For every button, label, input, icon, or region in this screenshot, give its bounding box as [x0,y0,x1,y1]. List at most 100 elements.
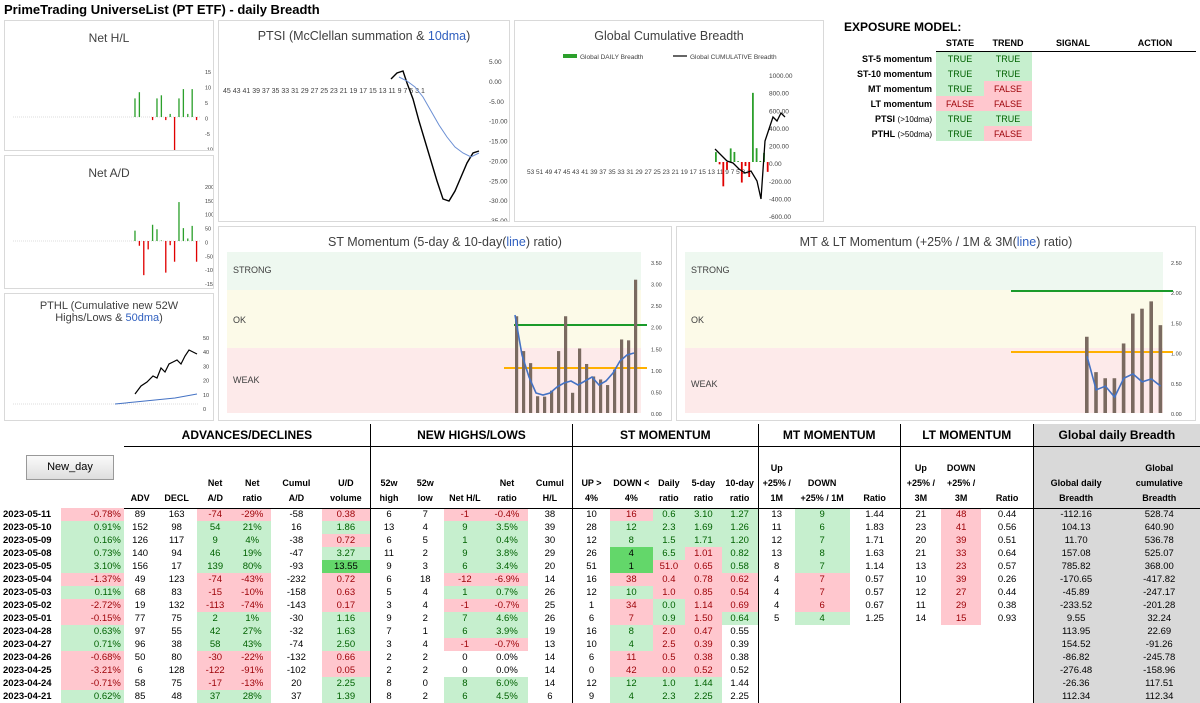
value-cell: 2 [407,664,444,677]
value-cell: 16 [610,508,653,521]
value-cell: 3 [370,638,407,651]
value-cell: 4 [795,612,850,625]
value-cell: 14 [528,677,573,690]
y-tick-label: 30 [203,364,209,370]
hl-bar [134,98,135,117]
new-day-button[interactable]: New_day [26,455,114,480]
value-cell: 0.5 [653,651,685,664]
value-cell: 6 [572,612,610,625]
exposure-table: STATE TREND SIGNAL ACTION ST-5 momentum … [838,36,1196,141]
change-cell: -0.71% [61,677,124,690]
group-header: ST MOMENTUM [572,424,758,446]
value-cell: 26 [528,586,573,599]
value-cell: 4 [758,599,795,612]
value-cell: 26 [572,547,610,560]
value-cell: 0.72 [322,573,371,586]
zone-label: STRONG [233,265,272,275]
st-momentum-plot: STRONGOKWEAK3.503.002.502.001.501.000.50… [219,227,672,421]
state-header: STATE [936,36,984,51]
value-cell: -247.17 [1119,586,1200,599]
exposure-label-sub: (>50dma) [898,130,932,139]
value-cell: 0.0 [653,664,685,677]
y-tick-label: 10 [205,86,211,92]
value-cell [981,638,1033,651]
value-cell: 2 [407,690,444,703]
column-header: DOWN +25% / 3M [941,446,982,508]
value-cell [941,625,982,638]
mt-bar [1149,301,1153,413]
hl-bar [161,95,162,117]
value-cell: 0.55 [722,625,759,638]
value-cell: 4% [233,534,271,547]
exposure-model: EXPOSURE MODEL: STATE TREND SIGNAL ACTIO… [838,20,1200,141]
value-cell: 9 [795,508,850,521]
y-tick-label: 2.50 [651,304,662,310]
ad-bar [170,241,171,245]
x-tick-labels: 53 51 49 47 45 43 41 39 37 35 33 31 29 2… [527,169,751,176]
mlt-momentum-chart: MT & LT Momentum (+25% / 1M & 3M(line) r… [676,226,1196,421]
value-cell: 21% [233,521,271,534]
y-tick-label: 100 [205,213,214,219]
trend-cell: FALSE [984,81,1032,96]
value-cell: -201.28 [1119,599,1200,612]
value-cell: 75 [156,677,197,690]
value-cell: 11 [900,599,941,612]
value-cell [795,677,850,690]
y-tick-label: 2.50 [1171,261,1182,267]
value-cell: 112.34 [1033,690,1118,703]
value-cell: -38 [271,534,322,547]
value-cell: 18 [407,573,444,586]
exposure-label-text: ST-5 momentum [862,54,932,64]
value-cell: 0.9 [653,612,685,625]
value-cell: 2.3 [653,690,685,703]
value-cell: -0.7% [486,599,528,612]
y-tick-label: 40 [203,350,209,356]
daily-bar [745,162,747,166]
value-cell: 38 [528,508,573,521]
y-tick-label: -20.00 [489,158,508,165]
value-cell: -232 [271,573,322,586]
value-cell: 75 [156,612,197,625]
page-title: PrimeTrading UniverseList (PT ETF) - dai… [4,2,320,17]
value-cell: 117 [156,534,197,547]
value-cell: 16 [271,521,322,534]
change-cell: 0.71% [61,638,124,651]
value-cell [981,664,1033,677]
signal-cell [1032,126,1114,141]
value-cell: 80 [156,651,197,664]
pthl-line [135,350,197,394]
value-cell: 33 [941,547,982,560]
value-cell: 4 [610,690,653,703]
value-cell: 0.38 [685,651,722,664]
value-cell: 0.44 [981,508,1033,521]
exposure-label: PTHL (>50dma) [838,126,936,141]
group-header: Global daily Breadth [1033,424,1200,446]
date-cell: 2023-05-04 [0,573,61,586]
five-day-bar [613,370,616,413]
value-cell: 7 [795,560,850,573]
value-cell: 785.82 [1033,560,1118,573]
five-day-bar [571,393,574,413]
value-cell: 6 [124,664,156,677]
five-day-bar [550,391,553,413]
value-cell: 128 [156,664,197,677]
value-cell: -276.48 [1033,664,1118,677]
value-cell: 0.38 [722,651,759,664]
value-cell: 2 [197,612,234,625]
value-cell: 1 [444,534,487,547]
value-cell: 140 [124,547,156,560]
value-cell: -13% [233,677,271,690]
value-cell: 1.69 [685,521,722,534]
y-tick-label: 150 [205,199,214,205]
value-cell: 12 [572,677,610,690]
action-cell [1114,51,1196,66]
action-header: ACTION [1114,36,1196,51]
value-cell: 3.9% [486,625,528,638]
value-cell [900,690,941,703]
value-cell: 0.44 [981,586,1033,599]
